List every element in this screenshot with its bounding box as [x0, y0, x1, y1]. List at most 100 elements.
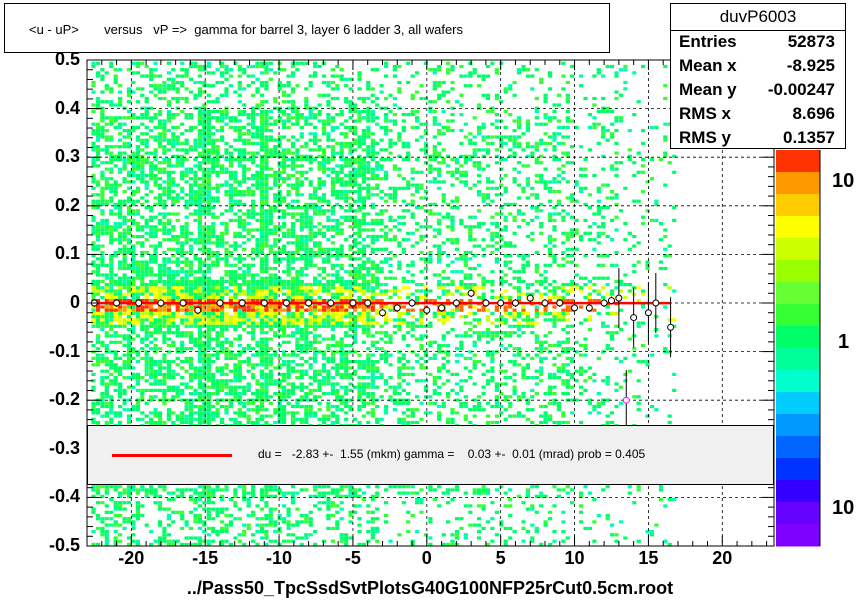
heatmap-cell	[144, 186, 149, 190]
heatmap-cell	[197, 513, 202, 518]
heatmap-cell	[308, 388, 313, 392]
heatmap-cell	[321, 321, 327, 325]
heatmap-cell	[202, 90, 207, 94]
heatmap-cell	[339, 494, 344, 498]
heatmap-cell	[140, 417, 145, 421]
heatmap-cell	[295, 241, 300, 245]
heatmap-cell	[202, 122, 207, 126]
heatmap-cell	[166, 408, 171, 412]
heatmap-cell	[184, 295, 189, 299]
heatmap-cell	[299, 295, 304, 299]
heatmap-cell	[95, 340, 101, 344]
heatmap-cell	[175, 289, 180, 293]
heatmap-cell	[264, 212, 269, 216]
heatmap-cell	[162, 292, 167, 296]
heatmap-cell	[321, 494, 327, 498]
heatmap-cell	[326, 218, 331, 222]
heatmap-cell	[326, 257, 331, 261]
heatmap-cell	[118, 266, 123, 271]
heatmap-cell	[153, 74, 158, 78]
heatmap-cell	[171, 360, 176, 364]
heatmap-cell	[277, 260, 282, 264]
heatmap-cell	[171, 202, 176, 206]
heatmap-cell	[215, 343, 220, 348]
heatmap-cell	[259, 315, 265, 319]
heatmap-cell	[184, 238, 189, 242]
heatmap-cell	[162, 263, 167, 267]
heatmap-cell	[264, 494, 269, 498]
heatmap-cell	[95, 321, 101, 325]
heatmap-cell	[264, 363, 269, 367]
heatmap-cell	[233, 289, 238, 293]
heatmap-cell	[295, 186, 300, 190]
heatmap-cell	[211, 286, 216, 290]
heatmap-cell	[321, 93, 327, 97]
heatmap-cell	[100, 353, 105, 357]
heatmap-cell	[100, 324, 105, 328]
heatmap-cell	[171, 411, 176, 415]
heatmap-cell	[282, 180, 287, 184]
heatmap-cell	[295, 250, 300, 255]
heatmap-cell	[91, 356, 96, 360]
heatmap-cell	[259, 180, 265, 184]
heatmap-cell	[290, 87, 296, 91]
heatmap-cell	[188, 331, 194, 335]
heatmap-cell	[317, 228, 322, 232]
heatmap-cell	[321, 379, 327, 383]
heatmap-cell	[140, 202, 145, 206]
heatmap-cell	[290, 292, 296, 296]
heatmap-cell	[220, 222, 225, 226]
heatmap-cell	[188, 347, 194, 351]
heatmap-cell	[308, 523, 313, 527]
heatmap-cell	[251, 331, 256, 335]
heatmap-cell	[118, 420, 123, 425]
heatmap-cell	[339, 109, 344, 113]
heatmap-cell	[317, 113, 322, 117]
heatmap-cell	[193, 202, 198, 206]
heatmap-cell	[95, 154, 101, 158]
heatmap-cell	[202, 186, 207, 190]
heatmap-cell	[228, 289, 233, 293]
heatmap-cell	[317, 295, 322, 299]
heatmap-cell	[149, 308, 154, 312]
heatmap-cell	[246, 254, 251, 258]
heatmap-cell	[317, 209, 322, 213]
heatmap-cell	[335, 254, 340, 258]
heatmap-cell	[122, 295, 127, 299]
heatmap-cell	[251, 113, 256, 117]
heatmap-cell	[188, 190, 194, 194]
heatmap-cell	[330, 254, 335, 258]
heatmap-cell	[126, 517, 132, 521]
heatmap-cell	[290, 497, 296, 502]
heatmap-cell	[162, 526, 167, 530]
heatmap-cell	[109, 283, 114, 287]
heatmap-cell	[313, 488, 318, 492]
heatmap-cell	[95, 270, 101, 274]
heatmap-cell	[233, 193, 238, 197]
heatmap-cell	[330, 292, 335, 296]
heatmap-cell	[162, 321, 167, 325]
heatmap-cell	[109, 231, 114, 235]
heatmap-cell	[162, 372, 167, 376]
heatmap-cell	[140, 196, 145, 200]
heatmap-cell	[135, 64, 140, 69]
heatmap-cell	[109, 161, 114, 165]
heatmap-cell	[91, 244, 96, 248]
heatmap-cell	[348, 520, 353, 524]
heatmap-cell	[295, 401, 300, 405]
heatmap-cell	[264, 260, 269, 264]
heatmap-cell	[233, 279, 238, 283]
heatmap-cell	[299, 299, 304, 303]
heatmap-cell	[251, 116, 256, 120]
heatmap-cell	[308, 321, 313, 325]
heatmap-cell	[233, 321, 238, 325]
heatmap-cell	[246, 299, 251, 303]
heatmap-cell	[344, 283, 349, 287]
heatmap-cell	[268, 372, 273, 376]
heatmap-cell	[180, 122, 185, 126]
heatmap-cell	[135, 273, 140, 277]
heatmap-cell	[308, 183, 313, 187]
heatmap-cell	[109, 497, 114, 502]
heatmap-cell	[131, 257, 136, 261]
heatmap-cell	[233, 366, 238, 370]
